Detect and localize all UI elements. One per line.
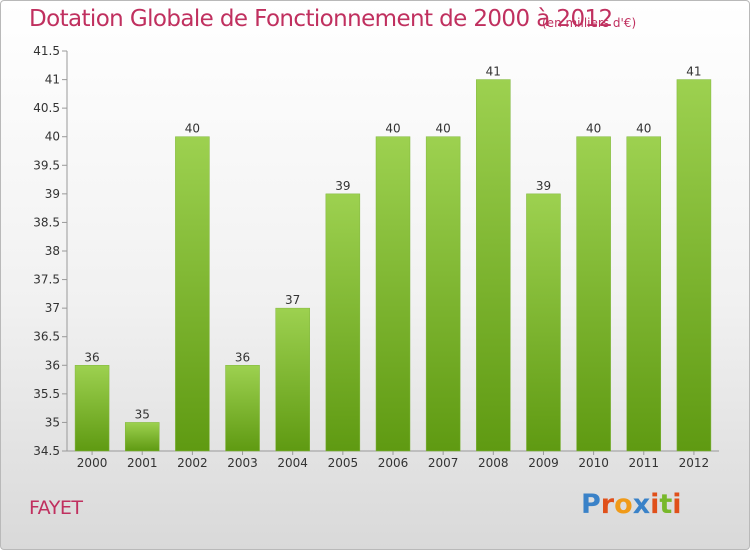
bar-2001	[124, 422, 160, 452]
y-tick-label: 38.5	[33, 215, 60, 229]
x-tick-label: 2011	[628, 456, 659, 470]
x-tick-label: 2012	[679, 456, 710, 470]
logo-letter: x	[632, 489, 651, 520]
town-name: FAYET	[29, 497, 83, 519]
data-label: 41	[686, 65, 701, 79]
y-tick-label: 35.5	[33, 387, 60, 401]
x-tick-label: 2005	[328, 456, 359, 470]
data-label: 40	[185, 122, 200, 136]
logo-letter: t	[659, 489, 673, 520]
logo-letter: r	[600, 489, 615, 520]
data-label: 40	[436, 122, 451, 136]
data-label: 40	[385, 122, 400, 136]
data-label: 37	[285, 293, 300, 307]
bar-2005	[325, 193, 361, 452]
data-label: 41	[486, 65, 501, 79]
bar-2009	[526, 193, 561, 452]
x-tick-label: 2008	[478, 456, 509, 470]
bar-2012	[676, 79, 712, 452]
y-tick-label: 35	[45, 415, 60, 429]
y-tick-label: 37	[45, 301, 60, 315]
x-tick-label: 2003	[227, 456, 258, 470]
bar-2011	[626, 136, 662, 452]
x-tick-label: 2004	[277, 456, 308, 470]
x-tick-label: 2006	[378, 456, 409, 470]
bar-2002	[175, 136, 210, 452]
data-label: 40	[636, 122, 651, 136]
y-tick-label: 36.5	[33, 330, 60, 344]
bar-2003	[225, 365, 260, 452]
x-tick-label: 2010	[578, 456, 609, 470]
y-tick-label: 36	[45, 358, 60, 372]
chart-title: Dotation Globale de Fonctionnement de 20…	[29, 6, 613, 32]
data-label: 39	[335, 179, 350, 193]
bar-2008	[476, 79, 511, 452]
y-tick-label: 38	[45, 244, 60, 258]
x-tick-label: 2007	[428, 456, 459, 470]
bar-2010	[576, 136, 611, 452]
data-label: 36	[235, 350, 250, 364]
y-tick-label: 41.5	[33, 44, 60, 58]
y-tick-label: 34.5	[33, 444, 60, 458]
chart-subtitle: (en milliers d'€)	[542, 16, 637, 30]
x-tick-label: 2002	[177, 456, 208, 470]
logo-letter: i	[650, 489, 660, 520]
y-tick-label: 40	[45, 130, 60, 144]
y-tick-label: 39	[45, 187, 60, 201]
data-label: 35	[135, 407, 150, 421]
data-label: 40	[586, 122, 601, 136]
logo-letter: o	[614, 489, 633, 520]
x-tick-label: 2001	[127, 456, 158, 470]
y-tick-label: 37.5	[33, 273, 60, 287]
proxiti-logo[interactable]: Proxiti	[581, 489, 682, 520]
data-label: 39	[536, 179, 551, 193]
x-tick-label: 2009	[528, 456, 559, 470]
bar-2004	[275, 307, 310, 452]
y-tick-label: 39.5	[33, 158, 60, 172]
bar-2006	[375, 136, 411, 452]
x-tick-label: 2000	[77, 456, 108, 470]
bar-2000	[74, 365, 110, 452]
logo-letter: P	[581, 489, 601, 520]
y-tick-label: 40.5	[33, 101, 60, 115]
y-tick-label: 41	[45, 73, 60, 87]
logo-letter: i	[672, 489, 682, 520]
data-label: 36	[84, 350, 99, 364]
bar-2007	[425, 136, 461, 452]
